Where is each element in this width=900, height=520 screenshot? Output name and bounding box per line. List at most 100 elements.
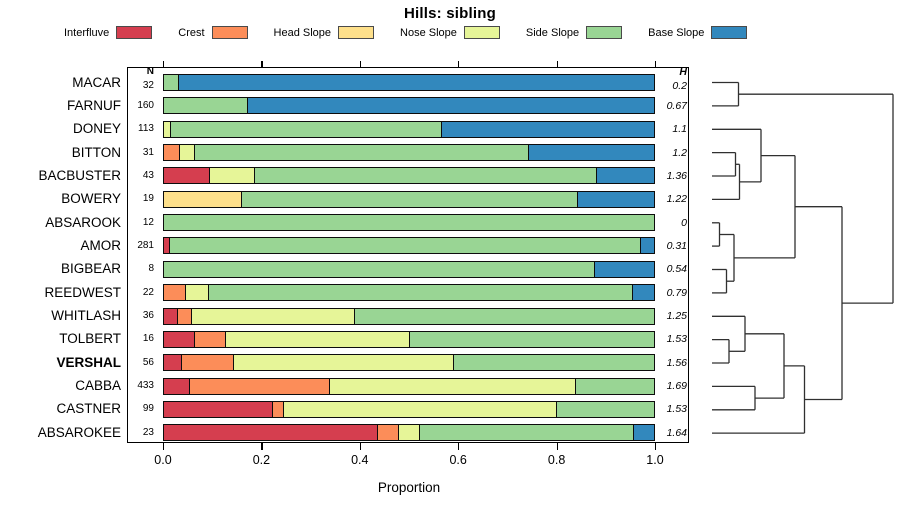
h-value: 1.1 <box>672 123 687 136</box>
x-tick-label: 1.0 <box>646 453 664 467</box>
bar-segment-nose-slope <box>329 377 576 395</box>
bar-segment-nose-slope <box>233 354 454 372</box>
bar-segment-base-slope <box>528 144 655 162</box>
bar-segment-side-slope <box>169 237 641 255</box>
legend-item-nose-slope: Nose Slope <box>400 26 500 39</box>
bottom-axis-tick <box>458 443 460 450</box>
bar-segment-base-slope <box>247 97 655 115</box>
bottom-axis-tick <box>163 443 165 450</box>
h-value: 1.56 <box>666 356 687 369</box>
bar-segment-crest <box>189 377 330 395</box>
bar-segment-side-slope <box>409 330 655 348</box>
n-value: 56 <box>142 356 154 368</box>
top-axis-tick <box>655 60 657 67</box>
chart-title: Hills: sibling <box>404 5 496 22</box>
legend-item-head-slope: Head Slope <box>274 26 375 39</box>
bar-segment-crest <box>194 330 226 348</box>
n-value: 31 <box>142 146 154 158</box>
h-value: 1.53 <box>666 333 687 346</box>
legend-label: Head Slope <box>273 26 332 39</box>
legend-item-interfluve: Interfluve <box>64 26 153 39</box>
bar-segment-side-slope <box>163 260 595 278</box>
category-label: BIGBEAR <box>60 261 121 277</box>
bar-segment-interfluve <box>163 307 178 325</box>
bar-segment-head-slope <box>163 190 242 208</box>
bar-segment-nose-slope <box>191 307 355 325</box>
stacked-bar-whitlash <box>163 307 655 325</box>
h-column-header: H <box>679 66 687 78</box>
bar-segment-crest <box>177 307 192 325</box>
x-tick-label: 0.4 <box>351 453 369 467</box>
bar-segment-side-slope <box>170 120 442 138</box>
legend-swatch <box>211 26 248 39</box>
bar-segment-base-slope <box>640 237 655 255</box>
n-value: 36 <box>142 310 154 321</box>
x-tick-label: 0.8 <box>547 453 566 467</box>
h-value: 1.22 <box>666 193 687 206</box>
n-value: 8 <box>148 263 154 275</box>
stacked-bar-macar <box>163 74 655 91</box>
bar-segment-side-slope <box>575 377 655 395</box>
bar-segment-base-slope <box>632 284 655 302</box>
bar-segment-nose-slope <box>209 167 255 185</box>
bar-segment-interfluve <box>163 167 210 185</box>
bar-segment-side-slope <box>163 214 655 232</box>
bar-segment-base-slope <box>596 167 655 185</box>
n-value: 99 <box>142 403 154 415</box>
bar-segment-base-slope <box>594 260 655 278</box>
legend-item-base-slope: Base Slope <box>648 26 748 39</box>
bar-segment-base-slope <box>577 190 655 208</box>
bar-segment-interfluve <box>163 424 378 442</box>
n-value: 12 <box>142 216 154 228</box>
h-value: 1.69 <box>666 380 687 393</box>
stacked-bar-bitton <box>163 144 655 162</box>
legend-swatch <box>338 26 375 39</box>
h-value: 1.36 <box>666 169 687 182</box>
bar-segment-interfluve <box>163 400 273 418</box>
bar-segment-crest <box>163 144 180 162</box>
legend-label: Side Slope <box>525 26 580 39</box>
h-value: 0.54 <box>666 263 687 276</box>
bar-segment-nose-slope <box>179 144 195 162</box>
bar-segment-interfluve <box>163 354 182 372</box>
n-value: 16 <box>142 333 154 345</box>
legend-swatch <box>586 26 623 39</box>
h-value: 0.79 <box>666 286 687 299</box>
bar-segment-nose-slope <box>283 400 557 418</box>
stacked-bar-bigbear <box>163 260 655 278</box>
category-label: CABBA <box>75 378 121 394</box>
bar-segment-side-slope <box>163 74 179 91</box>
bar-segment-nose-slope <box>185 284 209 302</box>
legend: Interfluve Crest Head Slope Nose Slope Side … <box>64 26 748 39</box>
stacked-bar-absarook <box>163 214 655 232</box>
top-axis-tick <box>163 60 165 67</box>
bar-segment-side-slope <box>453 354 655 372</box>
h-value: 0.2 <box>672 80 687 92</box>
bar-segment-base-slope <box>178 74 655 91</box>
category-label: ABSAROOK <box>45 214 121 230</box>
stacked-bar-farnuf <box>163 97 655 115</box>
n-value: 433 <box>137 380 154 392</box>
n-value: 43 <box>142 169 154 181</box>
h-value: 1.2 <box>672 146 687 159</box>
category-label: WHITLASH <box>51 308 121 323</box>
n-value: 19 <box>142 193 154 205</box>
h-value: 1.53 <box>666 403 687 416</box>
top-axis-tick <box>261 60 263 67</box>
category-label: BACBUSTER <box>38 167 121 183</box>
top-axis-tick <box>556 60 558 67</box>
n-value: 23 <box>142 426 154 438</box>
legend-label: Nose Slope <box>400 26 457 39</box>
legend-swatch <box>463 26 500 39</box>
stacked-bar-absarokee <box>163 424 655 442</box>
bottom-axis-tick <box>556 443 558 450</box>
h-value: 1.25 <box>666 310 687 322</box>
stacked-bar-amor <box>163 237 655 255</box>
stacked-bar-reedwest <box>163 284 655 302</box>
h-value: 0 <box>681 216 687 229</box>
legend-swatch <box>116 26 153 39</box>
category-label: BITTON <box>71 144 121 160</box>
h-value: 0.31 <box>666 239 687 252</box>
category-label: VERSHAL <box>56 354 121 370</box>
